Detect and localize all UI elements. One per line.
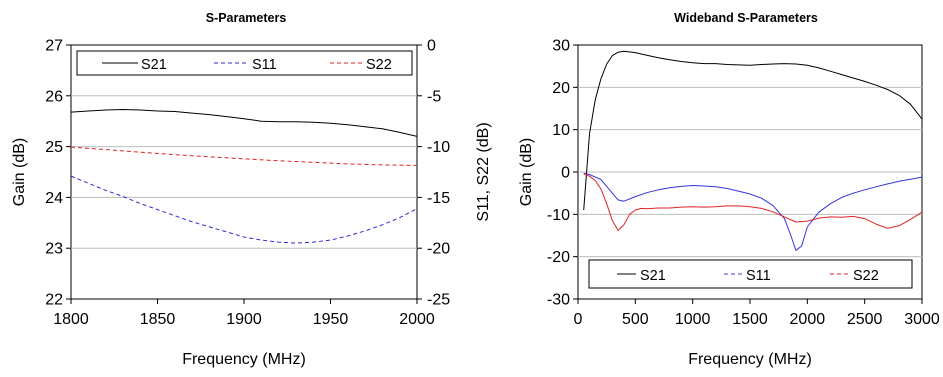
x-tick-label: 0 [574, 311, 583, 328]
y2-axis-label: S11, S22 (dB) [475, 122, 492, 221]
y-tick-label: -10 [547, 207, 570, 224]
legend-label-s21: S21 [640, 268, 666, 284]
x-tick-label: 1000 [675, 311, 711, 328]
grid-lines [71, 95, 417, 249]
series-line-s21 [583, 50, 923, 211]
series-lines [70, 109, 418, 244]
y2-tick-label: -5 [427, 88, 441, 105]
y-tick-label: 30 [552, 38, 570, 55]
legend-label-s11: S11 [252, 57, 277, 73]
x-tick-label: 1850 [140, 311, 176, 328]
series-line-s21 [70, 109, 418, 137]
x-tick-label: 500 [622, 311, 649, 328]
grid-lines [578, 86, 922, 258]
chart-s-parameters: S-Parameters 1800 1850 1900 1950 2000 22 23 24… [11, 11, 492, 368]
series-lines [583, 50, 923, 251]
legend: S21 S11 S22 [76, 50, 413, 76]
y-tick-label: -20 [547, 249, 570, 266]
legend-box [588, 259, 913, 289]
y-tick-label: 20 [552, 80, 570, 97]
y-tick-label: 22 [45, 292, 63, 309]
y-tick-label: 10 [552, 122, 570, 139]
x-tick-label: 1800 [53, 311, 89, 328]
y-axis-label: Gain (dB) [518, 138, 535, 206]
y-tick-label: -30 [547, 292, 570, 309]
y-axis-label: Gain (dB) [11, 138, 28, 206]
y-axis-ticks: 22 23 24 25 26 27 [45, 38, 71, 309]
x-tick-label: 1900 [226, 311, 262, 328]
chart-title: S-Parameters [206, 11, 287, 25]
y-tick-label: 23 [45, 241, 63, 258]
x-tick-label: 1500 [732, 311, 768, 328]
y-axis-ticks: -30 -20 -10 0 10 20 30 [547, 38, 578, 309]
y2-tick-label: -20 [427, 241, 450, 258]
y-tick-label: 26 [45, 88, 63, 105]
x-axis-label: Frequency (MHz) [182, 351, 306, 368]
legend: S21 S11 S22 [588, 259, 913, 289]
x-tick-label: 2000 [790, 311, 826, 328]
y-tick-label: 0 [561, 165, 570, 182]
x-tick-label: 2500 [847, 311, 883, 328]
x-tick-label: 1950 [313, 311, 349, 328]
y2-tick-label: -25 [427, 292, 450, 309]
x-tick-label: 2000 [399, 311, 435, 328]
legend-label-s11: S11 [746, 268, 771, 284]
legend-label-s22: S22 [366, 57, 392, 73]
x-tick-label: 3000 [904, 311, 940, 328]
x-axis-label: Frequency (MHz) [688, 351, 812, 368]
y2-tick-label: -10 [427, 139, 450, 156]
y2-tick-label: -15 [427, 190, 450, 207]
y-tick-label: 25 [45, 139, 63, 156]
series-line-s11 [583, 172, 923, 251]
y-tick-label: 27 [45, 38, 63, 55]
y-tick-label: 24 [45, 190, 63, 207]
x-axis-ticks: 0 500 1000 1500 2000 2500 3000 [574, 299, 940, 328]
series-line-s22 [583, 173, 923, 231]
plot-area [70, 44, 418, 300]
chart-wideband-s-parameters: Wideband S-Parameters 0 500 1000 1500 2000 25… [518, 11, 940, 368]
y2-tick-label: 0 [427, 38, 436, 55]
legend-label-s21: S21 [141, 57, 167, 73]
x-axis-ticks: 1800 1850 1900 1950 2000 [53, 299, 435, 328]
series-line-s22 [70, 146, 418, 166]
legend-label-s22: S22 [853, 268, 879, 284]
y2-axis-ticks: -25 -20 -15 -10 -5 0 [417, 38, 450, 309]
chart-title: Wideband S-Parameters [674, 11, 818, 25]
series-line-s11 [70, 175, 418, 244]
